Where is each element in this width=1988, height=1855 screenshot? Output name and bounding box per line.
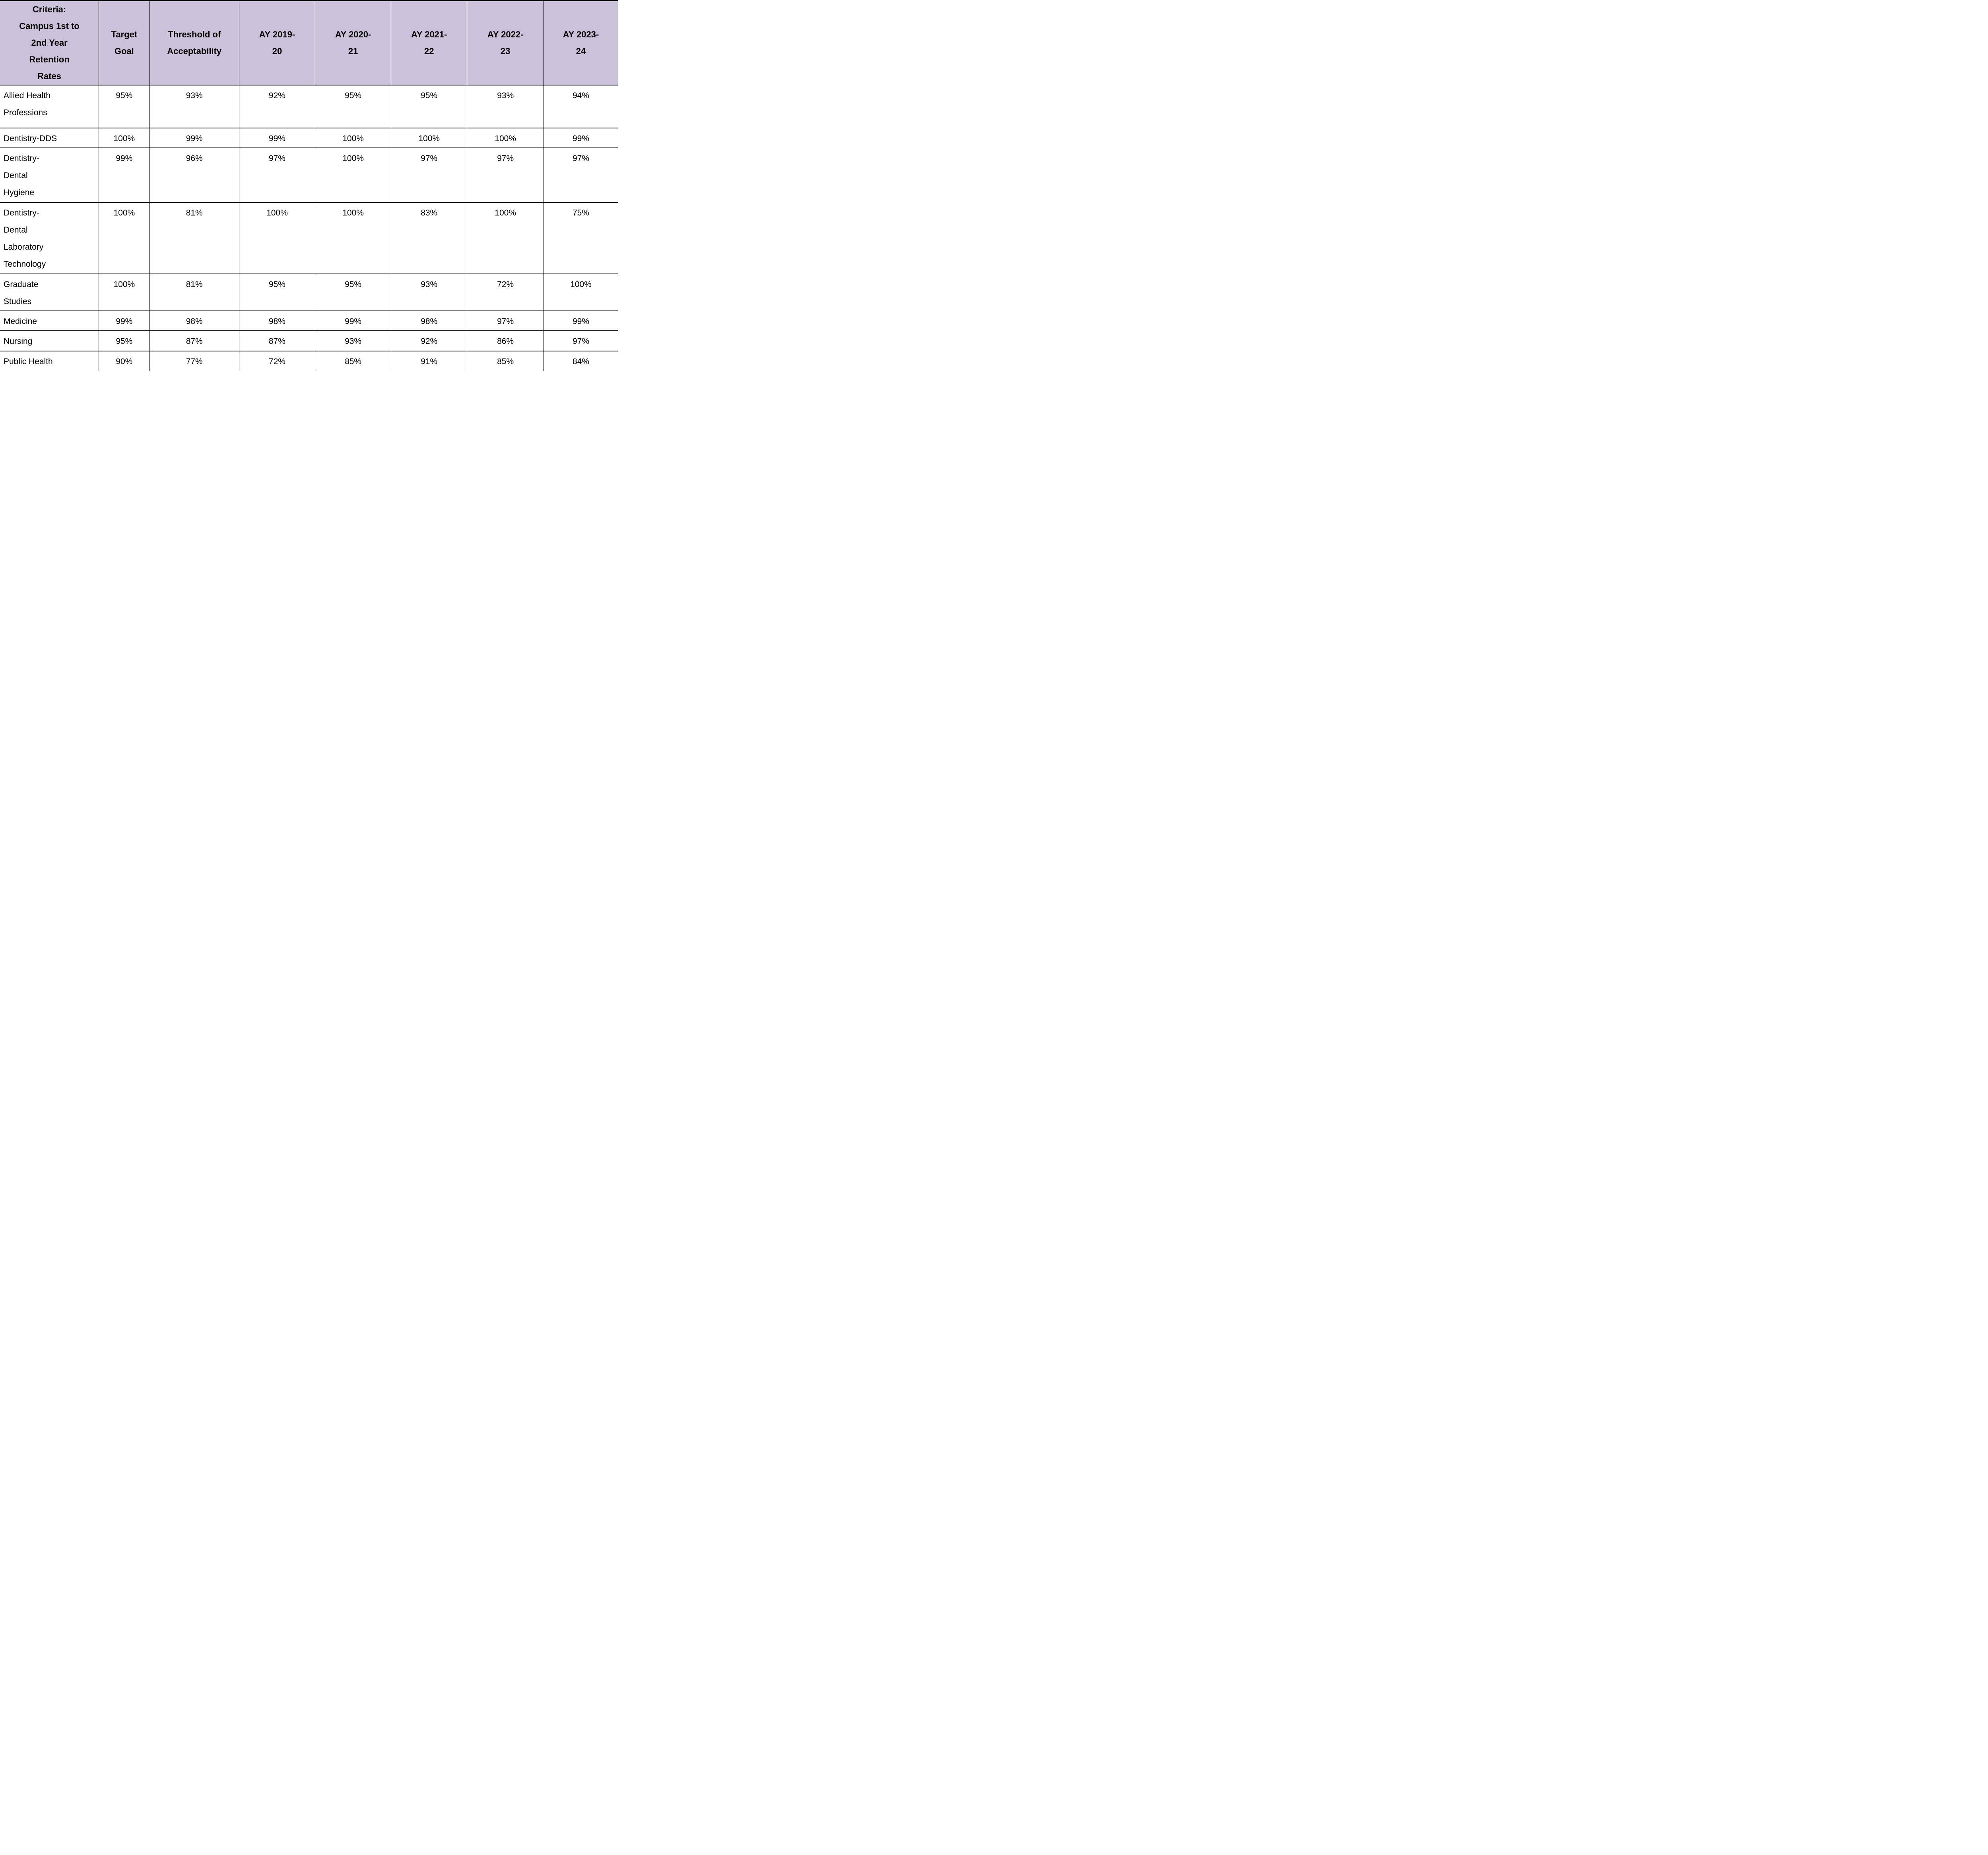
row-label: Graduate Studies <box>0 274 99 311</box>
value-cell: 100% <box>99 202 150 274</box>
value-cell: 99% <box>149 128 239 148</box>
table-row-public-health: Public Health 90% 77% 72% 85% 91% 85% 84… <box>0 351 618 371</box>
value-cell: 77% <box>149 351 239 371</box>
value-cell: 90% <box>99 351 150 371</box>
table-row-dentistry-dental-laboratory-technology: Dentistry- Dental Laboratory Technology … <box>0 202 618 274</box>
value-cell: 99% <box>99 310 150 331</box>
value-cell: 100% <box>467 128 544 148</box>
value-cell: 95% <box>315 274 392 311</box>
value-cell: 99% <box>99 147 150 203</box>
column-header-ay-2022-23: AY 2022- 23 <box>467 0 544 85</box>
header-row: Criteria: Campus 1st to 2nd Year Retenti… <box>0 0 618 85</box>
value-cell: 100% <box>99 128 150 148</box>
value-cell: 100% <box>315 147 392 203</box>
value-cell: 93% <box>391 274 468 311</box>
table-row-dentistry-dental-hygiene: Dentistry- Dental Hygiene 99% 96% 97% 10… <box>0 147 618 203</box>
table-row-medicine: Medicine 99% 98% 98% 99% 98% 97% 99% <box>0 310 618 331</box>
value-cell: 96% <box>149 147 239 203</box>
value-cell: 97% <box>543 147 618 203</box>
row-label: Dentistry- Dental Hygiene <box>0 147 99 203</box>
value-cell: 99% <box>315 310 392 331</box>
row-label: Dentistry- Dental Laboratory Technology <box>0 202 99 274</box>
value-cell: 95% <box>99 330 150 351</box>
row-label: Dentistry-DDS <box>0 128 99 148</box>
document-page: Criteria: Campus 1st to 2nd Year Retenti… <box>0 0 618 371</box>
value-cell: 72% <box>467 274 544 311</box>
value-cell: 98% <box>239 310 316 331</box>
value-cell: 100% <box>315 128 392 148</box>
value-cell: 100% <box>99 274 150 311</box>
value-cell: 94% <box>543 85 618 128</box>
value-cell: 84% <box>543 351 618 371</box>
value-cell: 98% <box>391 310 468 331</box>
table-row-dentistry-dds: Dentistry-DDS 100% 99% 99% 100% 100% 100… <box>0 128 618 148</box>
value-cell: 72% <box>239 351 316 371</box>
table-row-graduate-studies: Graduate Studies 100% 81% 95% 95% 93% 72… <box>0 274 618 311</box>
value-cell: 93% <box>467 85 544 128</box>
value-cell: 100% <box>239 202 316 274</box>
value-cell: 87% <box>149 330 239 351</box>
row-label: Allied Health Professions <box>0 85 99 128</box>
value-cell: 93% <box>149 85 239 128</box>
value-cell: 97% <box>543 330 618 351</box>
column-header-target-goal: Target Goal <box>99 0 150 85</box>
value-cell: 99% <box>543 128 618 148</box>
value-cell: 97% <box>239 147 316 203</box>
value-cell: 86% <box>467 330 544 351</box>
value-cell: 99% <box>239 128 316 148</box>
value-cell: 95% <box>391 85 468 128</box>
value-cell: 92% <box>239 85 316 128</box>
table-body: Allied Health Professions 95% 93% 92% 95… <box>0 85 618 371</box>
column-header-criteria: Criteria: Campus 1st to 2nd Year Retenti… <box>0 0 99 85</box>
value-cell: 85% <box>467 351 544 371</box>
value-cell: 95% <box>239 274 316 311</box>
value-cell: 100% <box>543 274 618 311</box>
column-header-ay-2023-24: AY 2023- 24 <box>543 0 618 85</box>
value-cell: 97% <box>391 147 468 203</box>
table-header: Criteria: Campus 1st to 2nd Year Retenti… <box>0 0 618 85</box>
value-cell: 97% <box>467 147 544 203</box>
table-row-nursing: Nursing 95% 87% 87% 93% 92% 86% 97% <box>0 330 618 351</box>
value-cell: 85% <box>315 351 392 371</box>
value-cell: 93% <box>315 330 392 351</box>
value-cell: 100% <box>467 202 544 274</box>
value-cell: 92% <box>391 330 468 351</box>
value-cell: 99% <box>543 310 618 331</box>
value-cell: 98% <box>149 310 239 331</box>
value-cell: 100% <box>315 202 392 274</box>
row-label: Public Health <box>0 351 99 371</box>
retention-rates-table: Criteria: Campus 1st to 2nd Year Retenti… <box>0 0 618 371</box>
value-cell: 75% <box>543 202 618 274</box>
column-header-ay-2019-20: AY 2019- 20 <box>239 0 316 85</box>
value-cell: 95% <box>315 85 392 128</box>
row-label: Medicine <box>0 310 99 331</box>
column-header-threshold-of-acceptability: Threshold of Acceptability <box>149 0 239 85</box>
column-header-ay-2021-22: AY 2021- 22 <box>391 0 468 85</box>
column-header-ay-2020-21: AY 2020- 21 <box>315 0 392 85</box>
value-cell: 97% <box>467 310 544 331</box>
value-cell: 87% <box>239 330 316 351</box>
value-cell: 83% <box>391 202 468 274</box>
value-cell: 81% <box>149 202 239 274</box>
value-cell: 81% <box>149 274 239 311</box>
row-label: Nursing <box>0 330 99 351</box>
value-cell: 91% <box>391 351 468 371</box>
table-row-allied-health-professions: Allied Health Professions 95% 93% 92% 95… <box>0 85 618 128</box>
value-cell: 95% <box>99 85 150 128</box>
value-cell: 100% <box>391 128 468 148</box>
